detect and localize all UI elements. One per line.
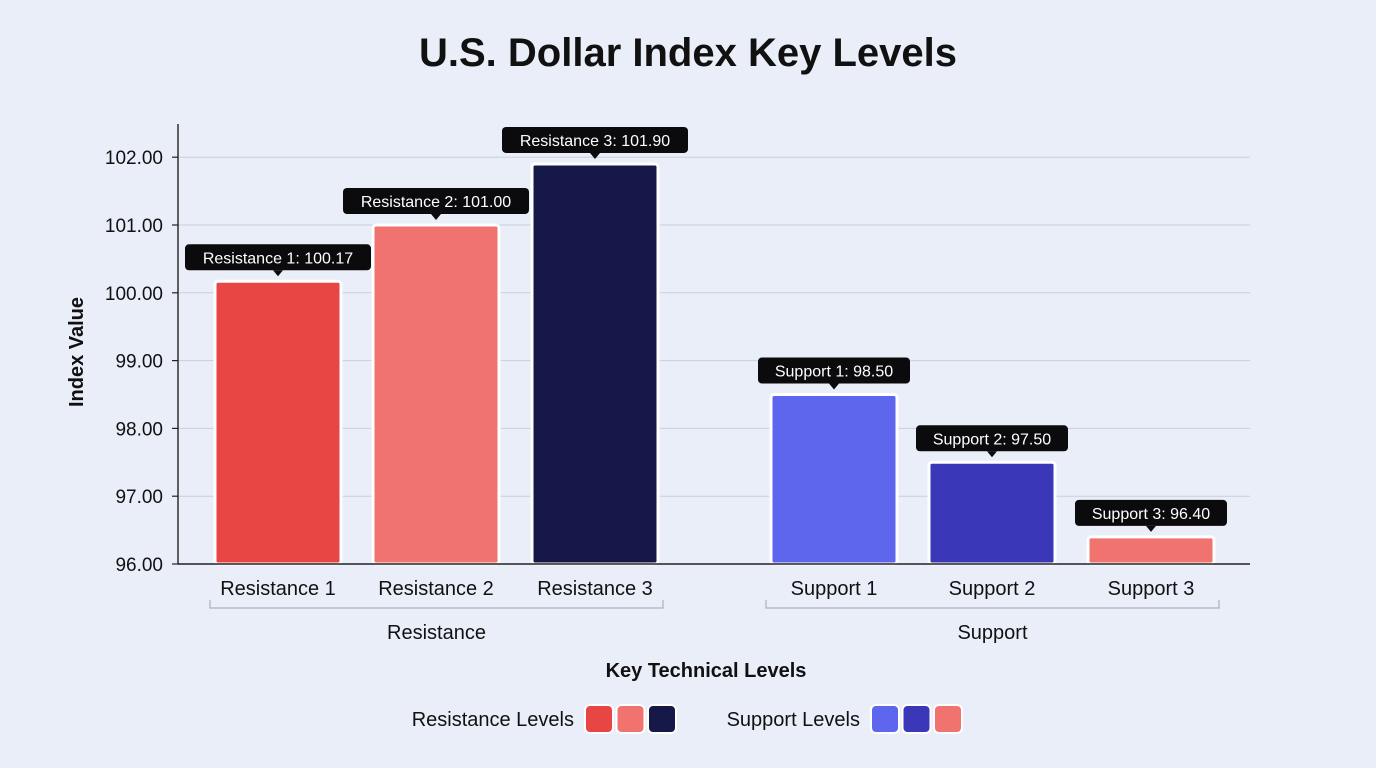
bar [371,223,501,566]
y-tick-label: 101.00 [105,216,163,237]
legend-swatch [647,704,677,734]
data-label: Support 2: 97.50 [916,425,1068,458]
group-bracket [209,600,664,609]
data-label-box [1075,499,1227,526]
y-axis-title: Index Value [66,297,88,407]
data-label-pointer [273,270,283,277]
data-label-pointer [987,451,997,458]
data-label-text: Support 2: 97.50 [933,431,1051,448]
data-label: Support 3: 96.40 [1075,499,1227,532]
data-label-text: Resistance 2: 101.00 [361,194,511,211]
x-tick-label: Support 1 [791,578,878,600]
data-label-text: Resistance 3: 101.90 [520,133,670,150]
data-label-box [185,244,371,271]
data-label-text: Support 3: 96.40 [1092,506,1210,523]
gridlines [178,156,1250,497]
data-labels: Resistance 1: 100.17 Resistance 2: 101.00… [185,126,1227,532]
legend-swatch [615,704,646,734]
bar [769,393,899,566]
data-label-pointer [590,152,600,159]
bars [213,162,1216,566]
chart-title: U.S. Dollar Index Key Levels [419,31,957,75]
data-label: Resistance 3: 101.90 [502,126,688,159]
y-tick-label: 100.00 [105,284,163,305]
x-axis: Resistance 1 Resistance 2 Resistance 3 Supp… [178,563,1250,600]
bar [530,162,660,566]
legend-swatch [933,704,963,734]
x-tick-label: Resistance 1 [220,578,336,600]
y-tick-label: 102.00 [105,148,163,169]
x-tick-label: Resistance 3 [537,578,653,600]
group-label: Support [957,622,1027,644]
data-label: Resistance 2: 101.00 [343,188,529,220]
data-label-pointer [431,214,441,220]
y-tick-label: 99.00 [115,352,163,373]
x-axis-title: Key Technical Levels [606,660,807,682]
x-tick-label: Resistance 2 [378,578,494,600]
data-label-text: Resistance 1: 100.17 [203,250,353,267]
y-tick-label: 97.00 [115,487,163,508]
group-bracket [765,600,1220,609]
x-tick-label: Support 3 [1108,578,1195,600]
bar [927,460,1057,566]
data-label: Resistance 1: 100.17 [185,244,371,277]
data-label-pointer [829,383,839,390]
data-label-box [343,188,529,214]
y-tick-label: 96.00 [115,555,163,576]
legend-swatch [901,704,932,734]
legend: Resistance Levels Support Levels [412,704,963,734]
legend-label: Resistance Levels [412,709,574,731]
data-label-box [758,357,910,384]
group-label: Resistance [387,622,486,644]
category-groups: Resistance Support [209,600,1220,644]
legend-swatch [870,704,900,734]
y-axis: 96.00 97.00 98.00 99.00 100.00 101.00 102.00 [105,124,179,576]
bar [1086,535,1216,566]
data-label-text: Support 1: 98.50 [775,364,893,381]
y-tick-label: 98.00 [115,419,163,440]
legend-swatch [584,704,614,734]
data-label-pointer [1146,525,1156,532]
bar [213,279,343,566]
data-label: Support 1: 98.50 [758,357,910,390]
data-label-box [916,425,1068,452]
data-label-box [502,126,688,153]
legend-label: Support Levels [727,709,860,731]
x-tick-label: Support 2 [949,578,1036,600]
